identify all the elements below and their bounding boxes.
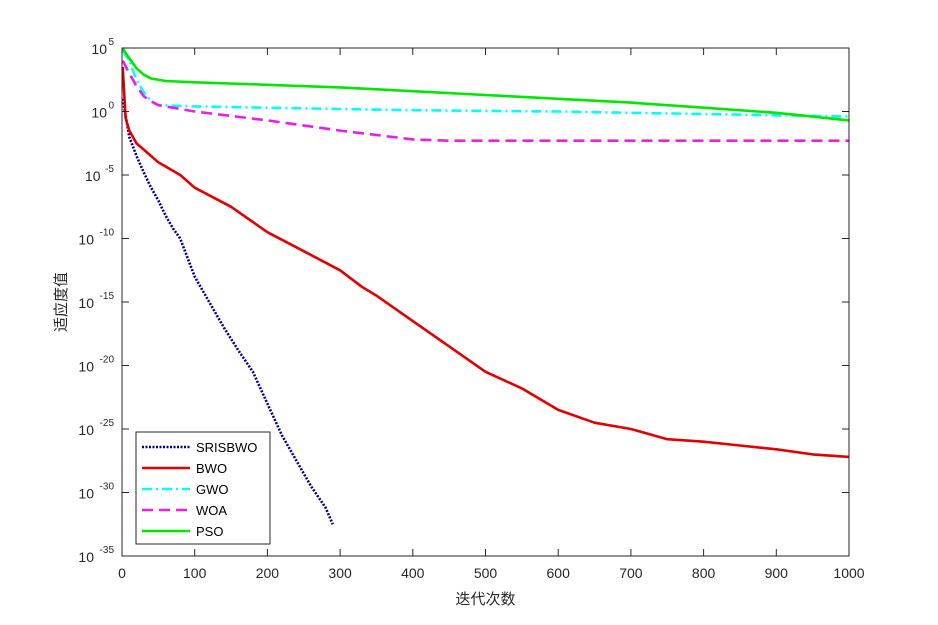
- series-line-woa: [121, 60, 849, 142]
- legend-label-srisbwo: SRISBWO: [196, 440, 257, 455]
- y-tick-label: 10: [78, 422, 94, 438]
- y-tick-label-exponent: -5: [105, 164, 114, 175]
- y-axis-label: 适应度值: [52, 272, 70, 332]
- series-lines: [121, 47, 850, 525]
- axis-ticks: [121, 47, 850, 557]
- x-tick-label: 1000: [833, 565, 864, 581]
- y-tick-label: 10: [78, 232, 94, 248]
- y-tick-label: 10: [78, 359, 94, 375]
- y-tick-label-exponent: -10: [100, 228, 115, 239]
- y-tick-label: 10: [91, 41, 107, 57]
- y-tick-label: 10: [78, 295, 94, 311]
- legend-label-gwo: GWO: [196, 482, 229, 497]
- series-line-bwo: [121, 66, 850, 459]
- y-tick-label-exponent: -25: [100, 418, 115, 429]
- x-tick-label: 600: [547, 565, 571, 581]
- y-tick-label-exponent: 0: [108, 101, 114, 112]
- y-tick-label: 10: [91, 105, 107, 121]
- x-tick-label: 700: [619, 565, 643, 581]
- x-tick-label: 100: [183, 565, 207, 581]
- legend: SRISBWO BWO GWO WOA PSO: [135, 431, 271, 545]
- legend-label-bwo: BWO: [196, 461, 227, 476]
- x-tick-label: 200: [256, 565, 280, 581]
- y-tick-label-exponent: -30: [100, 482, 115, 493]
- y-tick-label: 10: [78, 486, 94, 502]
- y-tick-label-exponent: -20: [100, 355, 115, 366]
- x-tick-label: 500: [474, 565, 498, 581]
- legend-label-woa: WOA: [196, 503, 227, 518]
- x-tick-label: 300: [328, 565, 352, 581]
- x-tick-label: 800: [692, 565, 716, 581]
- series-line-gwo: [121, 49, 850, 118]
- legend-box: [135, 431, 271, 545]
- y-tick-label-exponent: 5: [108, 37, 114, 48]
- x-tick-label: 400: [401, 565, 425, 581]
- legend-label-pso: PSO: [196, 524, 223, 539]
- x-tick-label: 0: [118, 565, 126, 581]
- series-line-srisbwo: [121, 98, 334, 525]
- y-tick-label: 10: [85, 168, 101, 184]
- series-line-pso: [121, 47, 850, 122]
- x-axis-label: 迭代次数: [455, 590, 515, 608]
- y-tick-label-exponent: -35: [100, 545, 115, 556]
- y-tick-label-exponent: -15: [100, 291, 115, 302]
- y-tick-label: 10: [78, 549, 94, 565]
- x-tick-label: 900: [765, 565, 789, 581]
- x-tick-labels: 0 100 200 300 400 500 600 700 800 900 1000: [118, 565, 865, 581]
